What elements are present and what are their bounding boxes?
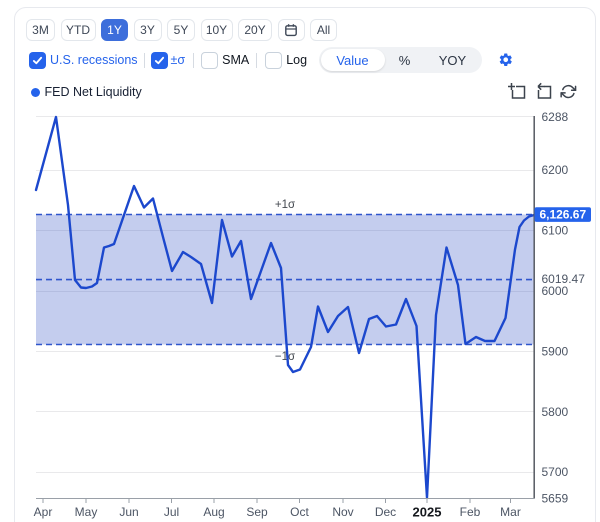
svg-text:6,126.67: 6,126.67 [539, 207, 586, 221]
svg-text:May: May [75, 505, 98, 519]
svg-text:Jul: Jul [164, 505, 179, 519]
svg-text:Feb: Feb [460, 505, 481, 519]
svg-text:6000: 6000 [542, 284, 569, 298]
svg-text:−1σ: −1σ [275, 351, 295, 363]
svg-text:+1σ: +1σ [275, 199, 295, 211]
svg-text:Nov: Nov [332, 505, 353, 519]
svg-text:Mar: Mar [500, 505, 521, 519]
svg-text:2025: 2025 [413, 505, 442, 520]
svg-text:Oct: Oct [290, 505, 309, 519]
svg-text:5700: 5700 [542, 465, 569, 479]
svg-text:5659: 5659 [542, 492, 569, 506]
svg-text:Jun: Jun [119, 505, 138, 519]
svg-text:5800: 5800 [542, 405, 569, 419]
svg-text:6200: 6200 [542, 163, 569, 177]
svg-text:6019.47: 6019.47 [542, 272, 586, 286]
svg-text:5900: 5900 [542, 344, 569, 358]
svg-text:6288: 6288 [542, 110, 569, 124]
svg-text:6100: 6100 [542, 224, 569, 238]
svg-text:Dec: Dec [375, 505, 396, 519]
svg-text:Apr: Apr [34, 505, 53, 519]
svg-text:Aug: Aug [203, 505, 224, 519]
svg-text:Sep: Sep [246, 505, 268, 519]
